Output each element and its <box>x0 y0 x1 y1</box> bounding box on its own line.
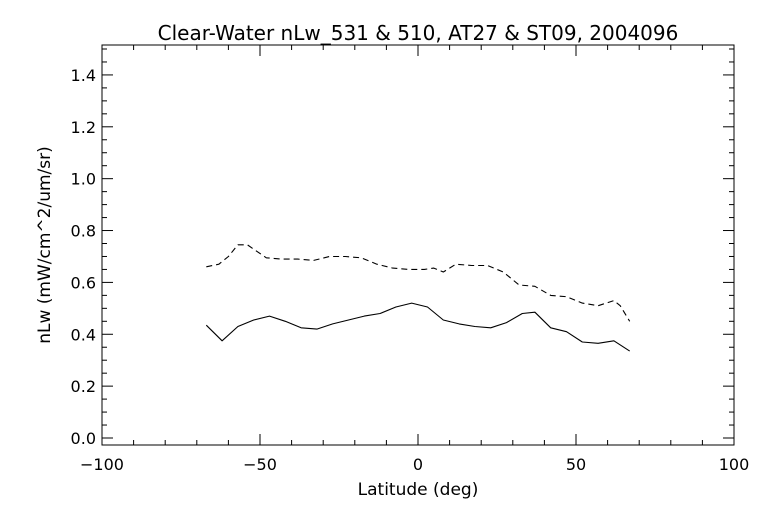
x-tick-label: 50 <box>566 455 586 474</box>
x-tick-label: −100 <box>80 455 124 474</box>
x-axis-label: Latitude (deg) <box>358 480 479 500</box>
ticks <box>101 45 735 445</box>
y-tick-label: 1.0 <box>71 170 96 189</box>
y-tick-label: 0.6 <box>71 273 96 292</box>
y-tick-label: 0.2 <box>71 377 96 396</box>
plot-frame <box>101 44 735 446</box>
y-tick-label: 0.4 <box>71 325 96 344</box>
chart-title: Clear-Water nLw_531 & 510, AT27 & ST09, … <box>158 21 679 45</box>
y-tick-label: 0.0 <box>71 429 96 448</box>
x-tick-label: 100 <box>719 455 750 474</box>
x-tick-label: −50 <box>243 455 277 474</box>
y-tick-label: 1.2 <box>71 118 96 137</box>
x-tick-labels: −100 −50 0 50 100 <box>80 455 749 474</box>
y-tick-labels: 0.0 0.2 0.4 0.6 0.8 1.0 1.2 1.4 <box>71 66 96 448</box>
y-tick-label: 1.4 <box>71 66 96 85</box>
y-axis-label: nLw (mW/cm^2/um/sr) <box>35 146 55 344</box>
x-tick-label: 0 <box>413 455 423 474</box>
y-tick-label: 0.8 <box>71 222 96 241</box>
series-line-solid <box>205 302 631 352</box>
series-line-dashed <box>206 244 631 322</box>
series-group <box>205 244 631 352</box>
